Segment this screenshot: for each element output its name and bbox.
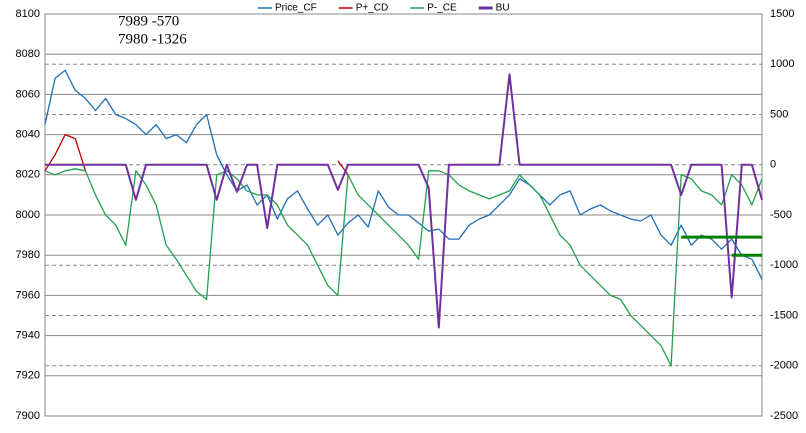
y-tick-label: 7960 xyxy=(16,289,40,301)
y2-tick-label: 0 xyxy=(770,159,776,171)
series-line xyxy=(44,69,763,280)
y-tick-label: 7920 xyxy=(16,370,40,382)
annotation: 7989 -570 xyxy=(118,13,179,29)
series-line xyxy=(45,73,763,329)
y2-tick-label: -500 xyxy=(770,209,792,221)
y-tick-label: 8000 xyxy=(16,209,40,221)
y2-tick-label: 500 xyxy=(770,108,788,120)
series-line xyxy=(44,133,349,176)
legend-label: P-_CE xyxy=(427,3,457,14)
y2-tick-label: 1500 xyxy=(770,8,794,20)
y-tick-label: 8080 xyxy=(16,48,40,60)
plot-frame xyxy=(44,13,763,417)
series-line xyxy=(44,168,763,367)
legend-label: BU xyxy=(496,3,510,14)
legend-label: Price_CF xyxy=(275,3,317,14)
legend-label: P+_CD xyxy=(356,3,389,14)
y-tick-label: 8020 xyxy=(16,169,40,181)
y2-tick-label: 1000 xyxy=(770,58,794,70)
y2-tick-label: -1500 xyxy=(770,309,798,321)
y2-tick-label: -1000 xyxy=(770,259,798,271)
y-tick-label: 7940 xyxy=(16,330,40,342)
y-tick-label: 7980 xyxy=(16,249,40,261)
y-tick-label: 8040 xyxy=(16,129,40,141)
annotation: 7980 -1326 xyxy=(118,31,187,47)
y-tick-label: 8060 xyxy=(16,88,40,100)
y2-tick-label: -2000 xyxy=(770,360,798,372)
y-tick-label: 8100 xyxy=(16,8,40,20)
y-tick-label: 7900 xyxy=(16,410,40,422)
y2-tick-label: -2500 xyxy=(770,410,798,422)
